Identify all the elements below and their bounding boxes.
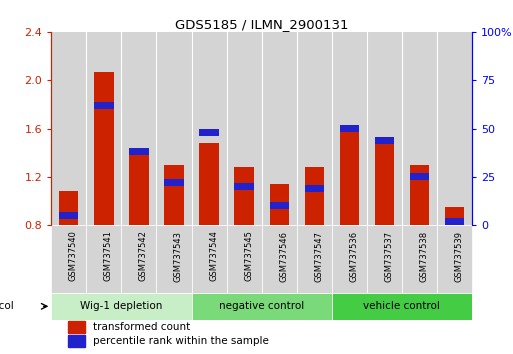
Text: GSM737537: GSM737537 [384,230,393,282]
Bar [445,218,464,225]
Bar [68,321,85,333]
Bar [191,225,227,293]
Bar [262,225,297,293]
Text: GSM737545: GSM737545 [244,230,253,281]
Bar [367,225,402,293]
Text: percentile rank within the sample: percentile rank within the sample [93,336,269,346]
Bar [269,184,289,225]
Bar [94,72,113,225]
Text: GSM737541: GSM737541 [104,230,113,281]
Bar [200,129,219,136]
Bar [340,125,359,132]
Bar [437,32,472,225]
Text: GSM737546: GSM737546 [279,230,288,281]
Bar [164,179,184,186]
Bar [200,143,219,225]
Bar [68,335,85,347]
Text: GSM737542: GSM737542 [139,230,148,281]
Text: Wig-1 depletion: Wig-1 depletion [80,301,163,311]
Bar [51,293,191,320]
Bar [191,32,227,225]
Bar [51,32,86,225]
Text: transformed count: transformed count [93,322,191,332]
Text: GSM737544: GSM737544 [209,230,218,281]
Bar [227,32,262,225]
Bar [332,225,367,293]
Bar [410,165,429,225]
Bar [374,144,394,225]
Bar [234,183,254,190]
Text: protocol: protocol [0,301,13,311]
Bar [410,173,429,180]
Bar [332,293,472,320]
Bar [262,32,297,225]
Bar [122,225,156,293]
Bar [227,225,262,293]
Bar [129,155,149,225]
Bar [340,132,359,225]
Bar [305,167,324,225]
Bar [445,207,464,225]
Text: GSM737547: GSM737547 [314,230,323,281]
Bar [156,225,191,293]
Text: vehicle control: vehicle control [363,301,440,311]
Bar [129,148,149,155]
Text: GSM737543: GSM737543 [174,230,183,281]
Bar [191,293,332,320]
Bar [122,32,156,225]
Bar [234,167,254,225]
Text: GSM737540: GSM737540 [69,230,78,281]
Text: GSM737536: GSM737536 [349,230,358,282]
Bar [297,32,332,225]
Text: GSM737539: GSM737539 [455,230,463,281]
Bar [332,32,367,225]
Bar [374,137,394,144]
Bar [51,225,86,293]
Bar [94,102,113,109]
Bar [367,32,402,225]
Bar [297,225,332,293]
Bar [269,202,289,209]
Text: GSM737538: GSM737538 [420,230,428,282]
Text: negative control: negative control [219,301,304,311]
Bar [59,212,78,219]
Bar [437,225,472,293]
Bar [164,165,184,225]
Bar [86,225,122,293]
Bar [156,32,191,225]
Bar [59,191,78,225]
Bar [305,185,324,192]
Bar [402,225,437,293]
Title: GDS5185 / ILMN_2900131: GDS5185 / ILMN_2900131 [175,18,348,31]
Bar [86,32,122,225]
Bar [402,32,437,225]
